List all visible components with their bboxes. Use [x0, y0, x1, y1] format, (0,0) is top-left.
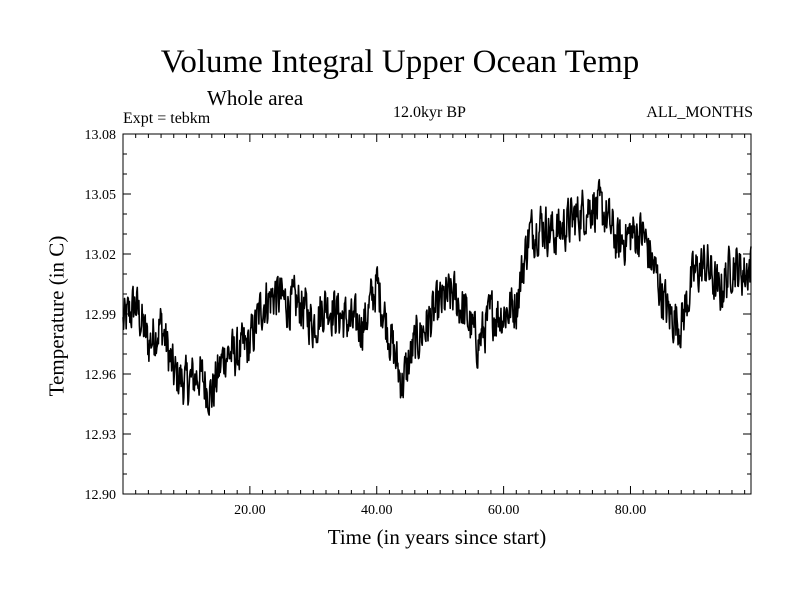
y-tick-label: 13.02	[85, 248, 117, 263]
months-label: ALL_MONTHS	[646, 104, 753, 121]
x-tick-label: 60.00	[488, 503, 520, 518]
x-axis-label: Time (in years since start)	[327, 525, 547, 549]
x-tick-label: 20.00	[234, 503, 266, 518]
plot-frame	[122, 133, 752, 495]
chart-title: Volume Integral Upper Ocean Temp	[160, 44, 640, 80]
x-tick-label: 40.00	[361, 503, 393, 518]
y-tick-label: 12.93	[85, 428, 117, 443]
series-group	[122, 178, 752, 416]
y-tick-label: 12.96	[85, 368, 117, 383]
y-tick-label: 13.08	[85, 128, 117, 143]
y-tick-label: 12.90	[85, 488, 117, 503]
y-tick-label: 12.99	[85, 308, 117, 323]
chart-subtitle: Whole area	[207, 86, 304, 110]
axis-ticks: 12.90 12.93 12.96 12.99 13.02 13.05 13.08 20.00…	[85, 128, 751, 518]
period-label: 12.0kyr BP	[393, 104, 466, 121]
experiment-label: Expt = tebkm	[123, 110, 211, 127]
series-line	[122, 178, 752, 416]
y-tick-label: 13.05	[85, 188, 117, 203]
x-tick-label: 80.00	[615, 503, 647, 518]
